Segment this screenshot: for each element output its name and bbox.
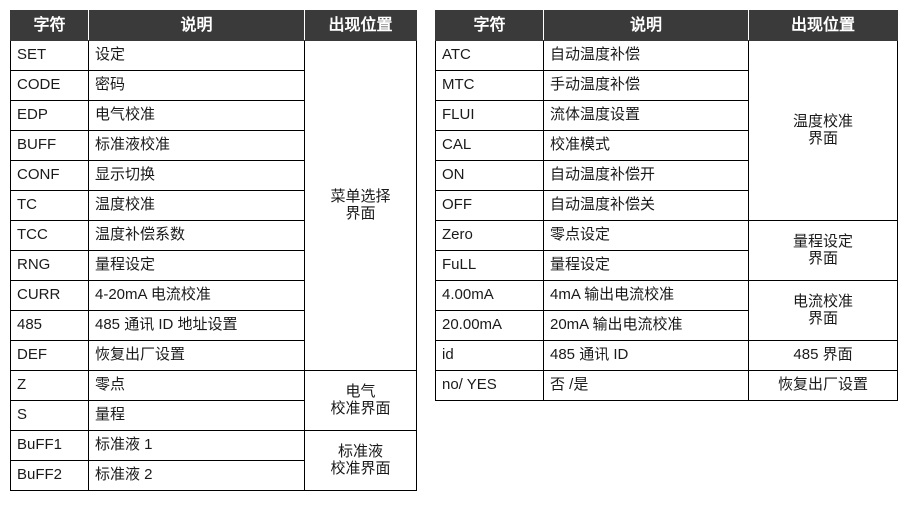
- column-header-location: 出现位置: [304, 10, 417, 41]
- cell-description: 量程: [88, 400, 305, 431]
- cell-symbol: Z: [10, 370, 89, 401]
- cell-symbol: TCC: [10, 220, 89, 251]
- table-body: ATC 自动温度补偿 温度校准 界面 MTC 手动温度补偿 FLUI 流体温度设置 CAL 校准模…: [435, 40, 898, 401]
- cell-description: 零点: [88, 370, 305, 401]
- table-row: CODE 密码: [10, 70, 417, 101]
- cell-description: 零点设定: [543, 220, 749, 251]
- table-header-row: 字符 说明 出现位置: [10, 10, 417, 41]
- cell-symbol: Zero: [435, 220, 544, 251]
- cell-symbol: id: [435, 340, 544, 371]
- cell-description: 自动温度补偿开: [543, 160, 749, 191]
- cell-description: 20mA 输出电流校准: [543, 310, 749, 341]
- cell-description: 量程设定: [543, 250, 749, 281]
- table-row: 4.00mA 4mA 输出电流校准 电流校准 界面: [435, 280, 898, 341]
- cell-symbol: ON: [435, 160, 544, 191]
- cell-symbol: BuFF1: [10, 430, 89, 461]
- table-row: 20.00mA 20mA 输出电流校准: [435, 310, 898, 341]
- cell-symbol: RNG: [10, 250, 89, 281]
- cell-symbol: FuLL: [435, 250, 544, 281]
- cell-location: 电气 校准界面: [304, 370, 417, 431]
- table-body: SET 设定 菜单选择 界面 CODE 密码 EDP 电气校准 BUFF 标准液校准 CONF 显示切…: [10, 40, 417, 491]
- cell-location: 量程设定 界面: [748, 220, 898, 281]
- cell-description: 标准液 1: [88, 430, 305, 461]
- cell-description: 密码: [88, 70, 305, 101]
- cell-symbol: CURR: [10, 280, 89, 311]
- cell-description: 否 /是: [543, 370, 749, 401]
- cell-description: 流体温度设置: [543, 100, 749, 131]
- cell-description: 4mA 输出电流校准: [543, 280, 749, 311]
- cell-description: 温度校准: [88, 190, 305, 221]
- cell-symbol: CONF: [10, 160, 89, 191]
- cell-symbol: FLUI: [435, 100, 544, 131]
- cell-description: 标准液 2: [88, 460, 305, 491]
- cell-description: 485 通讯 ID 地址设置: [88, 310, 305, 341]
- cell-symbol: 20.00mA: [435, 310, 544, 341]
- table-row: Zero 零点设定 量程设定 界面: [435, 220, 898, 281]
- table-row: RNG 量程设定: [10, 250, 417, 281]
- table-row: BuFF1 标准液 1 标准液 校准界面: [10, 430, 417, 491]
- cell-symbol: no/ YES: [435, 370, 544, 401]
- cell-location: 485 界面: [748, 340, 898, 371]
- table-row: CONF 显示切换: [10, 160, 417, 191]
- cell-description: 恢复出厂设置: [88, 340, 305, 371]
- table-row: SET 设定 菜单选择 界面: [10, 40, 417, 371]
- table-row: S 量程: [10, 400, 417, 431]
- cell-symbol: OFF: [435, 190, 544, 221]
- cell-symbol: 485: [10, 310, 89, 341]
- cell-symbol: EDP: [10, 100, 89, 131]
- table-row: ATC 自动温度补偿 温度校准 界面: [435, 40, 898, 221]
- cell-description: 自动温度补偿: [543, 40, 749, 71]
- cell-description: 485 通讯 ID: [543, 340, 749, 371]
- cell-symbol: 4.00mA: [435, 280, 544, 311]
- table-row: CURR 4-20mA 电流校准: [10, 280, 417, 311]
- cell-symbol: S: [10, 400, 89, 431]
- cell-description: 设定: [88, 40, 305, 71]
- cell-symbol: DEF: [10, 340, 89, 371]
- cell-symbol: TC: [10, 190, 89, 221]
- table-row: BUFF 标准液校准: [10, 130, 417, 161]
- table-row: TC 温度校准: [10, 190, 417, 221]
- cell-symbol: MTC: [435, 70, 544, 101]
- cell-symbol: BuFF2: [10, 460, 89, 491]
- column-header-location: 出现位置: [748, 10, 898, 41]
- cell-description: 电气校准: [88, 100, 305, 131]
- cell-description: 校准模式: [543, 130, 749, 161]
- symbol-legend-table-left: 字符 说明 出现位置 SET 设定 菜单选择 界面 CODE 密码 EDP 电气校准 BUFF 标…: [10, 10, 417, 491]
- cell-symbol: ATC: [435, 40, 544, 71]
- symbol-legend-table-right: 字符 说明 出现位置 ATC 自动温度补偿 温度校准 界面 MTC 手动温度补偿 FLUI 流…: [435, 10, 898, 401]
- table-row: no/ YES 否 /是 恢复出厂设置: [435, 370, 898, 401]
- column-header-description: 说明: [543, 10, 749, 41]
- table-row: id 485 通讯 ID 485 界面: [435, 340, 898, 371]
- cell-description: 自动温度补偿关: [543, 190, 749, 221]
- table-row: BuFF2 标准液 2: [10, 460, 417, 491]
- cell-symbol: SET: [10, 40, 89, 71]
- cell-description: 显示切换: [88, 160, 305, 191]
- cell-description: 4-20mA 电流校准: [88, 280, 305, 311]
- table-header-row: 字符 说明 出现位置: [435, 10, 898, 41]
- cell-symbol: CODE: [10, 70, 89, 101]
- cell-description: 量程设定: [88, 250, 305, 281]
- table-row: EDP 电气校准: [10, 100, 417, 131]
- cell-location: 恢复出厂设置: [748, 370, 898, 401]
- cell-location: 温度校准 界面: [748, 40, 898, 221]
- table-row: DEF 恢复出厂设置: [10, 340, 417, 371]
- column-header-symbol: 字符: [435, 10, 544, 41]
- table-row: TCC 温度补偿系数: [10, 220, 417, 251]
- column-header-description: 说明: [88, 10, 305, 41]
- column-header-symbol: 字符: [10, 10, 89, 41]
- cell-location: 标准液 校准界面: [304, 430, 417, 491]
- cell-description: 手动温度补偿: [543, 70, 749, 101]
- cell-location: 电流校准 界面: [748, 280, 898, 341]
- cell-symbol: BUFF: [10, 130, 89, 161]
- cell-location: 菜单选择 界面: [304, 40, 417, 371]
- table-row: Z 零点 电气 校准界面: [10, 370, 417, 431]
- table-row: CAL 校准模式: [435, 130, 898, 161]
- table-row: FuLL 量程设定: [435, 250, 898, 281]
- cell-description: 标准液校准: [88, 130, 305, 161]
- cell-symbol: CAL: [435, 130, 544, 161]
- cell-description: 温度补偿系数: [88, 220, 305, 251]
